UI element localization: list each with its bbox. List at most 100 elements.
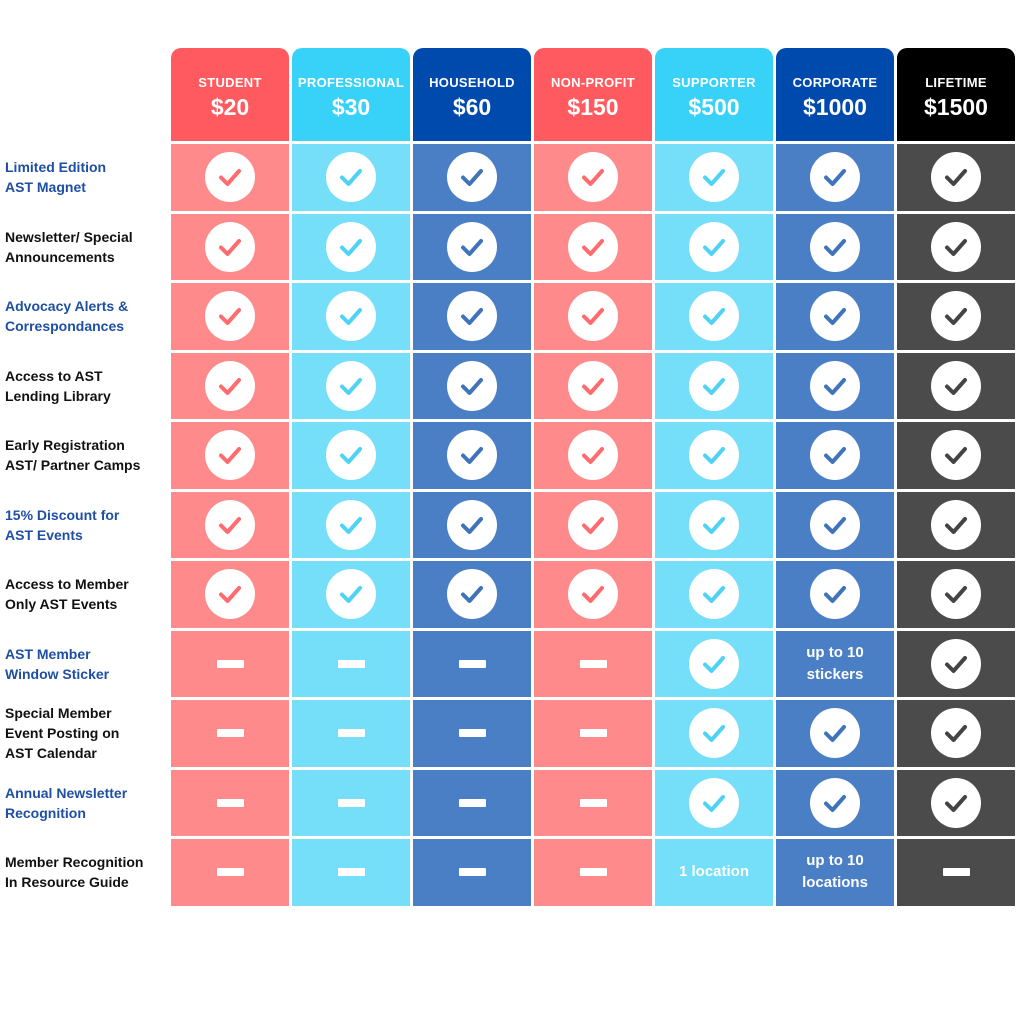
dash-icon <box>337 659 365 668</box>
tier-header-professional: PROFESSIONAL $30 <box>292 48 410 141</box>
table-cell <box>534 769 652 836</box>
table-cell <box>292 630 410 697</box>
feature-label-text: Newsletter/ Special Announcements <box>5 228 133 265</box>
table-cell <box>292 213 410 280</box>
check-icon <box>931 221 981 272</box>
feature-label-text: 15% Discount for AST Events <box>5 506 120 543</box>
table-cell <box>897 352 1015 419</box>
table-corner <box>0 48 168 141</box>
table-cell <box>171 422 289 489</box>
dash-icon <box>458 868 486 877</box>
table-cell <box>655 283 773 350</box>
tier-header-supporter: SUPPORTER $500 <box>655 48 773 141</box>
dash-icon <box>216 729 244 738</box>
tier-name: PROFESSIONAL <box>297 74 405 90</box>
dash-icon <box>216 798 244 807</box>
tier-header-student: STUDENT $20 <box>171 48 289 141</box>
check-icon <box>568 291 618 342</box>
check-icon <box>689 499 739 550</box>
table-cell <box>171 144 289 211</box>
check-icon <box>810 152 860 203</box>
check-icon <box>205 152 255 203</box>
check-icon <box>326 291 376 342</box>
cell-text: up to 10 stickers <box>806 643 864 683</box>
feature-label-text: AST Member Window Sticker <box>5 645 110 682</box>
table-cell <box>655 422 773 489</box>
check-icon <box>931 152 981 203</box>
check-icon <box>326 499 376 550</box>
dash-icon <box>579 729 607 738</box>
dash-icon <box>579 659 607 668</box>
check-icon <box>931 430 981 481</box>
table-cell <box>413 769 531 836</box>
feature-label: Member Recognition In Resource Guide <box>0 839 168 906</box>
check-icon <box>931 777 981 828</box>
check-icon <box>689 360 739 411</box>
table-cell <box>897 491 1015 558</box>
table-cell <box>171 491 289 558</box>
table-cell <box>413 630 531 697</box>
tier-name: HOUSEHOLD <box>429 74 515 90</box>
table-cell <box>171 213 289 280</box>
cell-text: 1 location <box>678 863 749 881</box>
tier-name: LIFETIME <box>925 74 987 90</box>
check-icon <box>447 569 497 620</box>
table-cell <box>897 422 1015 489</box>
dash-icon <box>942 868 970 877</box>
check-icon <box>447 152 497 203</box>
table-cell <box>897 700 1015 767</box>
check-icon <box>568 221 618 272</box>
check-icon <box>931 499 981 550</box>
table-cell <box>413 839 531 906</box>
table-cell: up to 10 locations <box>776 839 894 906</box>
check-icon <box>568 360 618 411</box>
feature-label-text: Special Member Event Posting on AST Cale… <box>5 705 120 762</box>
table-cell <box>534 700 652 767</box>
table-cell <box>413 213 531 280</box>
check-icon <box>810 291 860 342</box>
table-cell <box>534 144 652 211</box>
check-icon <box>568 569 618 620</box>
tier-price: $30 <box>331 93 371 120</box>
check-icon <box>931 569 981 620</box>
dash-icon <box>579 868 607 877</box>
table-cell <box>655 213 773 280</box>
check-icon <box>810 221 860 272</box>
table-cell <box>655 144 773 211</box>
table-cell <box>776 422 894 489</box>
table-cell <box>897 213 1015 280</box>
tier-header-non-profit: NON-PROFIT $150 <box>534 48 652 141</box>
feature-label: 15% Discount for AST Events <box>0 492 168 559</box>
table-cell <box>534 283 652 350</box>
dash-icon <box>337 868 365 877</box>
check-icon <box>205 569 255 620</box>
table-cell <box>413 352 531 419</box>
feature-label: Access to AST Lending Library <box>0 353 168 420</box>
table-cell <box>292 422 410 489</box>
feature-label: AST Member Window Sticker <box>0 631 168 698</box>
check-icon <box>568 430 618 481</box>
feature-label: Newsletter/ Special Announcements <box>0 214 168 281</box>
table-cell <box>534 352 652 419</box>
check-icon <box>689 569 739 620</box>
check-icon <box>205 430 255 481</box>
check-icon <box>689 430 739 481</box>
table-cell <box>655 769 773 836</box>
check-icon <box>689 221 739 272</box>
table-cell: 1 location <box>655 839 773 906</box>
table-cell <box>534 630 652 697</box>
feature-label: Special Member Event Posting on AST Cale… <box>0 700 168 767</box>
table-cell <box>534 839 652 906</box>
table-cell <box>292 561 410 628</box>
table-cell <box>292 839 410 906</box>
table-cell <box>292 491 410 558</box>
check-icon <box>810 569 860 620</box>
check-icon <box>810 430 860 481</box>
feature-label-text: Access to AST Lending Library <box>5 367 111 404</box>
check-icon <box>205 360 255 411</box>
feature-label-text: Member Recognition In Resource Guide <box>5 854 144 891</box>
check-icon <box>689 777 739 828</box>
check-icon <box>931 638 981 689</box>
check-icon <box>326 152 376 203</box>
table-cell <box>171 630 289 697</box>
